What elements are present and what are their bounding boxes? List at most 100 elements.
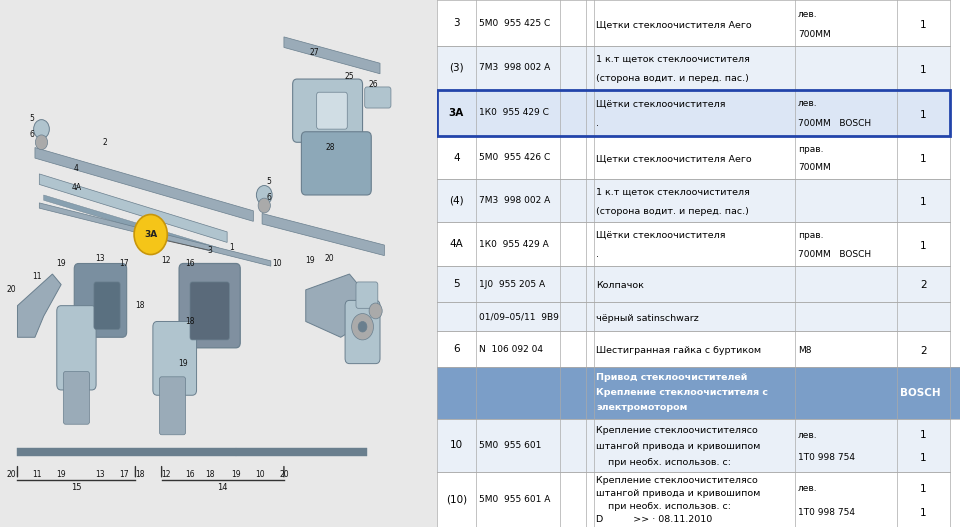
FancyBboxPatch shape	[63, 372, 89, 424]
FancyBboxPatch shape	[57, 306, 96, 390]
Text: 700MM   BOSCH: 700MM BOSCH	[798, 250, 871, 259]
Text: 3А: 3А	[144, 230, 157, 239]
Text: 1: 1	[920, 20, 926, 30]
Text: 25: 25	[345, 72, 354, 81]
Text: 4: 4	[74, 164, 79, 173]
Text: 16: 16	[185, 259, 195, 268]
Circle shape	[34, 120, 49, 139]
Text: 10: 10	[273, 259, 282, 268]
Text: штангой привода и кривошипом: штангой привода и кривошипом	[596, 442, 760, 451]
Text: 6: 6	[266, 193, 271, 202]
Text: Щётки стеклоочистителя: Щётки стеклоочистителя	[596, 99, 726, 108]
Bar	[437, 136, 949, 179]
Text: 10: 10	[255, 470, 265, 479]
Text: 27: 27	[310, 48, 320, 57]
FancyBboxPatch shape	[317, 92, 348, 129]
Bar	[236, 448, 367, 456]
Text: 700MM: 700MM	[798, 30, 830, 39]
Text: 15: 15	[71, 483, 82, 492]
Text: 5М0  955 601: 5М0 955 601	[479, 441, 541, 450]
Polygon shape	[39, 203, 271, 266]
Text: лев.: лев.	[798, 99, 817, 108]
Text: электромотором: электромотором	[596, 403, 687, 412]
FancyBboxPatch shape	[293, 79, 363, 142]
Text: 1К0  955 429 С: 1К0 955 429 С	[479, 108, 548, 118]
Text: Щётки стеклоочистителя: Щётки стеклоочистителя	[596, 231, 726, 240]
Text: 3А: 3А	[448, 108, 464, 118]
FancyBboxPatch shape	[153, 321, 197, 395]
Text: лев.: лев.	[798, 484, 817, 493]
Text: 19: 19	[179, 359, 188, 368]
Text: 13: 13	[96, 253, 106, 263]
Text: 2: 2	[103, 138, 108, 147]
FancyBboxPatch shape	[190, 282, 229, 340]
Circle shape	[36, 135, 48, 150]
Polygon shape	[44, 195, 219, 253]
Text: 13: 13	[96, 470, 106, 479]
Text: Щетки стеклоочистителя Аего: Щетки стеклоочистителя Аего	[596, 155, 752, 164]
Text: 1: 1	[229, 243, 234, 252]
Text: 18: 18	[135, 470, 145, 479]
Text: 28: 28	[325, 143, 334, 152]
Text: 20: 20	[6, 470, 15, 479]
Text: 700MM: 700MM	[798, 163, 830, 172]
Text: Привод стеклоочистителей: Привод стеклоочистителей	[596, 373, 748, 382]
Text: 1К0  955 429 А: 1К0 955 429 А	[479, 239, 548, 249]
FancyBboxPatch shape	[345, 300, 380, 364]
Text: прав.: прав.	[798, 144, 824, 153]
Text: 19: 19	[231, 470, 241, 479]
Polygon shape	[305, 274, 367, 337]
Text: 3: 3	[453, 18, 460, 28]
Text: 1: 1	[920, 483, 926, 493]
Bar	[437, 90, 949, 136]
Text: BOSCH: BOSCH	[900, 388, 941, 398]
FancyBboxPatch shape	[356, 282, 378, 308]
Text: .: .	[596, 250, 599, 259]
Text: 3: 3	[207, 246, 212, 255]
Text: (сторона водит. и перед. пас.): (сторона водит. и перед. пас.)	[596, 74, 749, 83]
Text: М8: М8	[798, 346, 811, 355]
Text: чёрный satinschwarz: чёрный satinschwarz	[596, 314, 699, 323]
Text: 19: 19	[57, 259, 66, 268]
Text: штангой привода и кривошипом: штангой привода и кривошипом	[596, 489, 760, 498]
Text: 2: 2	[920, 346, 926, 356]
Text: 6: 6	[453, 345, 460, 354]
Text: (4): (4)	[449, 196, 464, 206]
Text: 7М3  998 002 А: 7М3 998 002 А	[479, 63, 550, 73]
FancyBboxPatch shape	[74, 264, 127, 337]
Text: Крепление стеклоочистителясо: Крепление стеклоочистителясо	[596, 426, 758, 435]
Circle shape	[258, 198, 271, 213]
Text: 1 к.т щеток стеклоочистителя: 1 к.т щеток стеклоочистителя	[596, 188, 751, 197]
Circle shape	[256, 186, 272, 204]
Text: 7М3  998 002 А: 7М3 998 002 А	[479, 196, 550, 206]
Text: 4А: 4А	[449, 239, 464, 249]
Text: 1: 1	[920, 241, 926, 251]
Bar	[437, 222, 949, 266]
Text: .: .	[596, 120, 599, 129]
Bar	[437, 472, 949, 527]
Polygon shape	[39, 174, 228, 242]
Text: 1: 1	[920, 453, 926, 463]
Text: 4: 4	[453, 153, 460, 162]
Text: 16: 16	[185, 470, 195, 479]
Text: 4А: 4А	[71, 182, 82, 192]
Text: (3): (3)	[449, 63, 464, 73]
Text: 19: 19	[57, 470, 66, 479]
FancyBboxPatch shape	[365, 87, 391, 108]
FancyBboxPatch shape	[94, 282, 120, 329]
Text: 17: 17	[120, 259, 130, 268]
Text: лев.: лев.	[798, 431, 817, 440]
Text: 1: 1	[920, 154, 926, 164]
Text: 5М0  955 601 А: 5М0 955 601 А	[479, 495, 550, 504]
Circle shape	[351, 314, 373, 340]
Text: Колпачок: Колпачок	[596, 281, 644, 290]
Text: лев.: лев.	[798, 9, 817, 18]
Bar	[437, 419, 949, 472]
Polygon shape	[284, 37, 380, 74]
Text: (10): (10)	[445, 494, 467, 504]
Bar	[437, 90, 949, 136]
Text: 14: 14	[218, 483, 228, 492]
Circle shape	[358, 321, 367, 332]
Text: 1: 1	[920, 430, 926, 440]
Text: 1: 1	[920, 110, 926, 120]
